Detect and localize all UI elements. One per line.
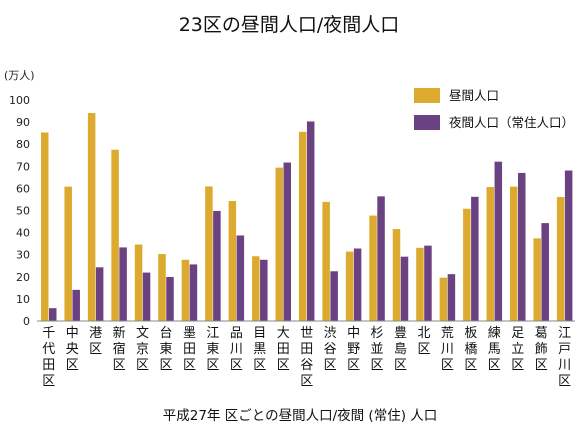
category-label: 荒川区 [441, 326, 454, 373]
category-label: 江戸川区 [558, 326, 571, 389]
y-axis-unit-label: (万人) [4, 69, 35, 82]
bar-daytime [64, 186, 72, 321]
bar-nighttime [166, 277, 174, 321]
legend-swatch [414, 88, 440, 103]
category-label: 板橋区 [464, 326, 477, 373]
category-label: 台東区 [159, 326, 172, 373]
y-tick-label: 10 [16, 293, 30, 306]
y-axis-ticks: 0 10 20 30 40 50 60 70 80 90 100 [9, 94, 30, 328]
category-label: 文京区 [136, 326, 149, 373]
category-label: 世田谷区 [300, 326, 313, 389]
bar-daytime [228, 201, 237, 321]
bar-nighttime [236, 235, 245, 321]
bar-nighttime [447, 274, 456, 321]
category-label: 新宿区 [113, 325, 126, 373]
category-label: 江東区 [206, 326, 219, 373]
bar-nighttime [353, 248, 362, 321]
bar-daytime [322, 201, 330, 321]
bar-nighttime [142, 272, 151, 321]
bar-nighttime [72, 289, 80, 321]
bar-daytime [463, 208, 471, 321]
bar-nighttime [330, 271, 338, 321]
bar-daytime [41, 132, 49, 321]
category-label: 墨田区 [183, 326, 196, 373]
bar-daytime [533, 238, 541, 321]
category-label: 中央区 [66, 326, 79, 373]
bar-nighttime [564, 170, 573, 321]
category-label: 千代田区 [42, 326, 55, 389]
category-labels: 千代田区中央区港区新宿区文京区台東区墨田区江東区品川区目黒区大田区世田谷区渋谷区… [42, 325, 571, 389]
bar-daytime [298, 131, 307, 321]
category-label: 渋谷区 [324, 326, 337, 373]
category-label: 品川区 [230, 326, 243, 373]
y-tick-label: 70 [16, 160, 30, 173]
y-tick-label: 50 [16, 205, 30, 218]
bar-nighttime [95, 267, 104, 321]
y-tick-label: 30 [16, 249, 30, 262]
category-label: 大田区 [277, 326, 290, 373]
y-tick-label: 60 [16, 182, 30, 195]
bar-nighttime [49, 308, 57, 321]
bar-nighttime [494, 161, 503, 321]
bar-nighttime [260, 259, 268, 321]
bar-daytime [486, 187, 495, 321]
y-tick-label: 80 [16, 138, 30, 151]
bar-nighttime [283, 162, 291, 321]
bar-daytime [392, 229, 401, 321]
legend-swatch [414, 115, 440, 130]
bar-nighttime [400, 256, 409, 321]
category-label: 練馬区 [488, 326, 501, 373]
bar-daytime [556, 197, 565, 321]
bar-nighttime [471, 196, 479, 321]
bar-daytime [181, 259, 190, 321]
bar-daytime [369, 215, 377, 321]
bar-nighttime [518, 172, 526, 321]
category-label: 目黒区 [253, 326, 266, 373]
chart-title: 23区の昼間人口/夜間人口 [179, 14, 400, 36]
chart-caption: 平成27年 区ごとの昼間人口/夜間 (常住) 人口 [163, 408, 438, 424]
y-tick-label: 20 [16, 271, 30, 284]
category-label: 足立区 [511, 326, 524, 373]
category-label: 葛飾区 [535, 326, 548, 373]
category-label: 豊島区 [394, 326, 407, 373]
bar-nighttime [541, 223, 549, 321]
bar-nighttime [119, 247, 127, 321]
bar-daytime [205, 186, 213, 321]
bar-nighttime [213, 210, 221, 321]
bar-daytime [510, 186, 518, 321]
bar-daytime [275, 167, 283, 321]
y-tick-label: 0 [23, 315, 30, 328]
y-tick-label: 40 [16, 227, 30, 240]
bar-daytime [252, 256, 260, 321]
legend-label: 昼間人口 [449, 88, 499, 103]
category-label: 港区 [89, 326, 102, 357]
bar-daytime [345, 251, 354, 321]
bar-nighttime [189, 264, 198, 321]
category-label: 北区 [417, 326, 430, 357]
bar-daytime [416, 247, 424, 321]
bar-nighttime [377, 196, 385, 321]
bar-daytime [439, 277, 448, 321]
bar-nighttime [424, 245, 432, 321]
category-label: 中野区 [347, 326, 360, 373]
bar-daytime [158, 254, 166, 321]
y-tick-label: 90 [16, 116, 30, 129]
bar-nighttime [306, 121, 315, 321]
legend-label: 夜間人口（常住人口） [449, 115, 574, 130]
bar-daytime [134, 244, 143, 321]
category-label: 杉並区 [371, 326, 384, 373]
bar-daytime [111, 149, 119, 321]
bar-daytime [87, 113, 96, 321]
bars [41, 113, 573, 321]
y-tick-label: 100 [9, 94, 30, 107]
